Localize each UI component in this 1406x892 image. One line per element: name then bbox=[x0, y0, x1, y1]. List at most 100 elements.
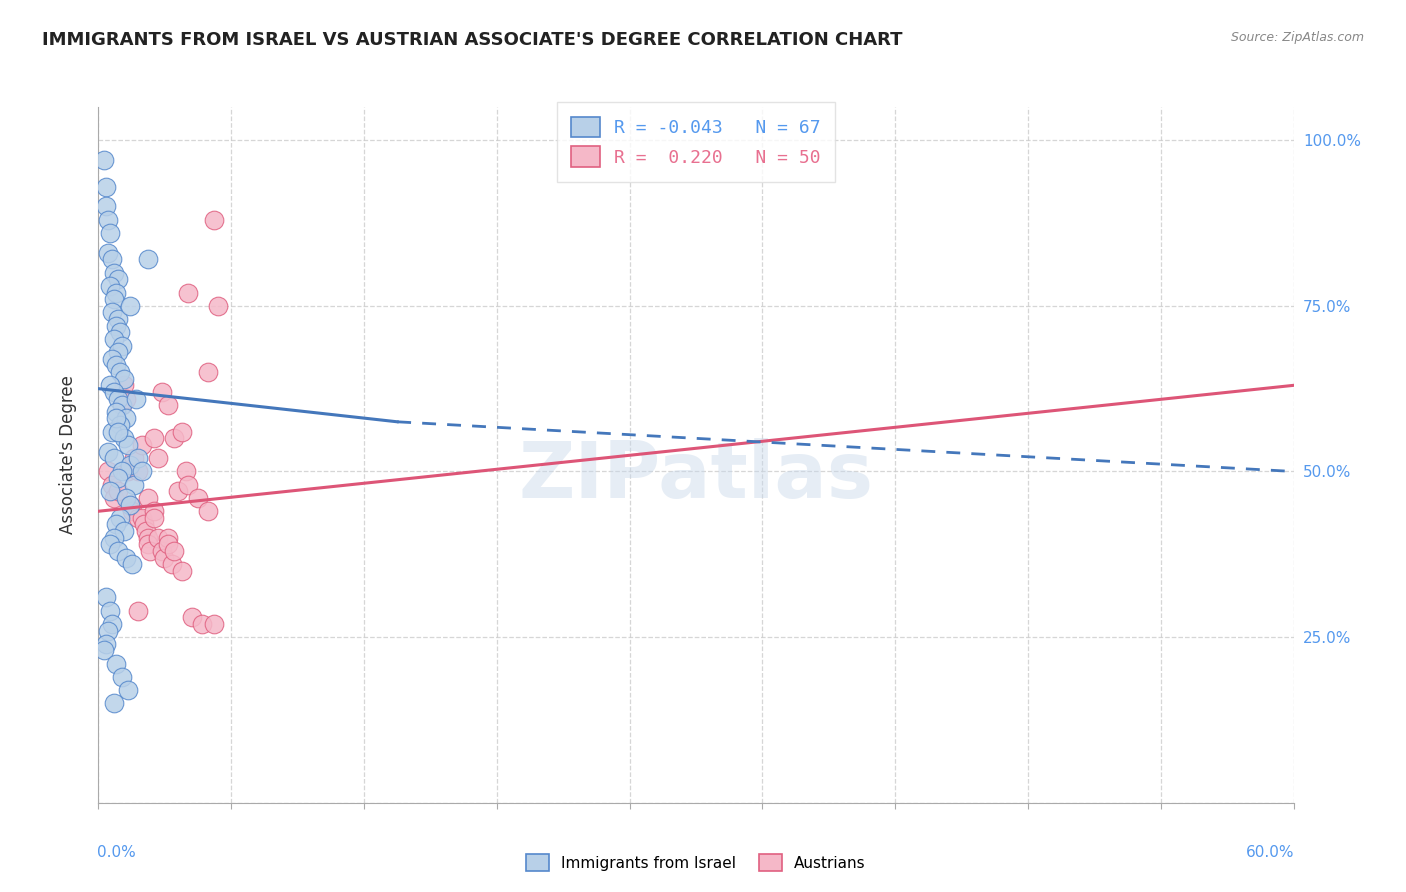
Point bbox=[107, 312, 129, 326]
Point bbox=[112, 372, 135, 386]
Point bbox=[125, 392, 148, 406]
Point bbox=[157, 537, 180, 551]
Point bbox=[107, 484, 129, 499]
Point bbox=[110, 418, 132, 433]
Point bbox=[148, 451, 170, 466]
Point bbox=[107, 425, 129, 439]
Point bbox=[101, 477, 124, 491]
Point bbox=[131, 465, 153, 479]
Point bbox=[163, 544, 186, 558]
Point bbox=[202, 616, 225, 631]
Point bbox=[112, 378, 135, 392]
Point bbox=[93, 153, 115, 167]
Point bbox=[110, 511, 132, 525]
Point bbox=[157, 398, 180, 412]
Point bbox=[191, 616, 214, 631]
Point bbox=[112, 524, 135, 538]
Point bbox=[136, 252, 159, 267]
Point bbox=[121, 504, 143, 518]
Point bbox=[202, 212, 225, 227]
Legend: Immigrants from Israel, Austrians: Immigrants from Israel, Austrians bbox=[519, 847, 873, 879]
Point bbox=[120, 498, 142, 512]
Point bbox=[96, 637, 118, 651]
Point bbox=[172, 425, 194, 439]
Text: ZIPatlas: ZIPatlas bbox=[519, 438, 873, 514]
Point bbox=[97, 245, 120, 260]
Point bbox=[100, 378, 122, 392]
Point bbox=[107, 392, 129, 406]
Point bbox=[207, 299, 229, 313]
Point bbox=[177, 477, 200, 491]
Point bbox=[100, 279, 122, 293]
Point bbox=[167, 484, 190, 499]
Point bbox=[101, 425, 124, 439]
Point bbox=[101, 252, 124, 267]
Point bbox=[103, 266, 125, 280]
Point bbox=[177, 285, 200, 300]
Point bbox=[157, 531, 180, 545]
Point bbox=[135, 524, 157, 538]
Point bbox=[134, 517, 156, 532]
Point bbox=[105, 517, 128, 532]
Point bbox=[174, 465, 197, 479]
Point bbox=[150, 544, 173, 558]
Text: IMMIGRANTS FROM ISRAEL VS AUSTRIAN ASSOCIATE'S DEGREE CORRELATION CHART: IMMIGRANTS FROM ISRAEL VS AUSTRIAN ASSOC… bbox=[42, 31, 903, 49]
Point bbox=[103, 292, 125, 306]
Point bbox=[120, 299, 142, 313]
Point bbox=[103, 531, 125, 545]
Point bbox=[120, 458, 142, 472]
Point bbox=[96, 179, 118, 194]
Point bbox=[115, 491, 138, 505]
Point bbox=[100, 226, 122, 240]
Point bbox=[100, 604, 122, 618]
Point bbox=[150, 384, 173, 399]
Point bbox=[143, 511, 166, 525]
Point bbox=[139, 544, 162, 558]
Point bbox=[105, 285, 128, 300]
Point bbox=[105, 318, 128, 333]
Point bbox=[136, 491, 159, 505]
Point bbox=[136, 537, 159, 551]
Point bbox=[143, 504, 166, 518]
Point bbox=[131, 438, 153, 452]
Point bbox=[121, 558, 143, 572]
Point bbox=[110, 365, 132, 379]
Point bbox=[117, 438, 139, 452]
Point bbox=[172, 564, 194, 578]
Point bbox=[117, 465, 139, 479]
Point bbox=[97, 465, 120, 479]
Point bbox=[181, 610, 204, 624]
Point bbox=[96, 591, 118, 605]
Point bbox=[127, 511, 149, 525]
Point bbox=[124, 477, 146, 491]
Point bbox=[110, 326, 132, 340]
Point bbox=[143, 431, 166, 445]
Text: Source: ZipAtlas.com: Source: ZipAtlas.com bbox=[1230, 31, 1364, 45]
Point bbox=[111, 670, 134, 684]
Point bbox=[101, 616, 124, 631]
Point bbox=[105, 411, 128, 425]
Point bbox=[120, 498, 142, 512]
Point bbox=[111, 398, 134, 412]
Point bbox=[131, 511, 153, 525]
Point bbox=[197, 504, 219, 518]
Point bbox=[103, 697, 125, 711]
Point bbox=[153, 550, 176, 565]
Point bbox=[112, 431, 135, 445]
Point bbox=[148, 531, 170, 545]
Point bbox=[107, 471, 129, 485]
Point bbox=[160, 558, 183, 572]
Point bbox=[103, 491, 125, 505]
Text: 0.0%: 0.0% bbox=[97, 845, 136, 860]
Point bbox=[115, 550, 138, 565]
Point bbox=[111, 465, 134, 479]
Point bbox=[107, 345, 129, 359]
Point bbox=[101, 351, 124, 366]
Point bbox=[101, 305, 124, 319]
Point bbox=[103, 384, 125, 399]
Point bbox=[115, 411, 138, 425]
Point bbox=[127, 604, 149, 618]
Point bbox=[97, 624, 120, 638]
Point bbox=[111, 338, 134, 352]
Point bbox=[105, 359, 128, 373]
